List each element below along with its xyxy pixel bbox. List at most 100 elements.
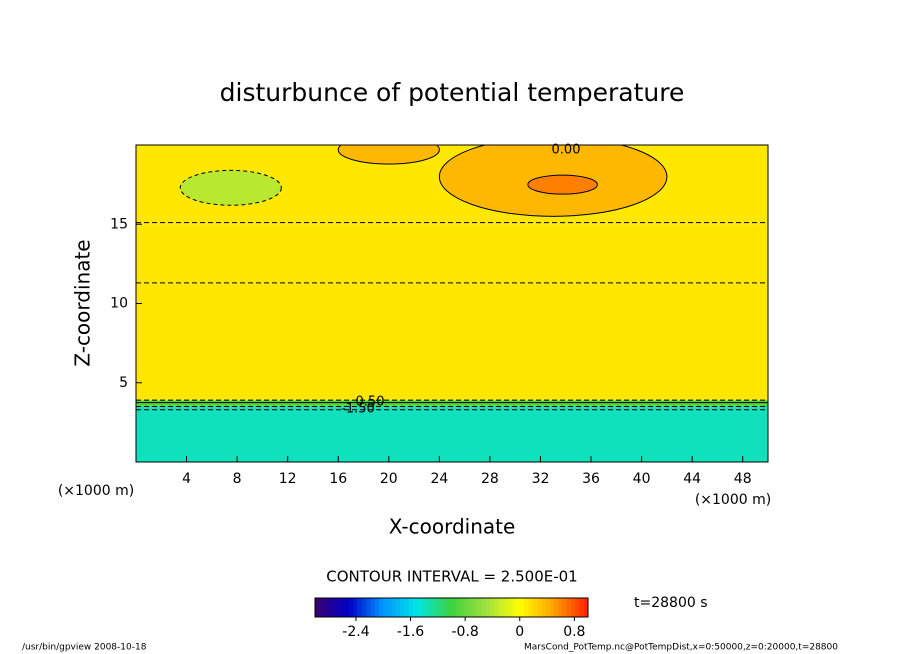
colorbar-cell (349, 598, 354, 617)
x-tick-label: 20 (380, 471, 398, 487)
colorbar-cell (378, 598, 384, 617)
colorbar-cell (472, 598, 478, 617)
colorbar-cell (336, 598, 341, 617)
colorbar-cell (519, 598, 525, 617)
colorbar-cell (374, 598, 380, 617)
chart-title: disturbunce of potential temperature (220, 78, 685, 107)
colorbar-cell (532, 598, 538, 617)
contour-region (136, 400, 768, 407)
colorbar-cell (506, 598, 512, 617)
x-axis-label: X-coordinate (389, 515, 516, 539)
x-tick-label: 24 (430, 471, 448, 487)
colorbar-cell (468, 598, 474, 617)
contour-label: 0.00 (552, 143, 581, 158)
colorbar-cell (344, 598, 350, 617)
colorbar-cell (413, 598, 418, 617)
plot-area (136, 145, 768, 462)
colorbar-cell (327, 598, 333, 617)
x-tick-label: 36 (582, 471, 600, 487)
colorbar-cell (562, 598, 567, 617)
colorbar-cell (477, 598, 482, 617)
x-tick-label: 48 (734, 471, 752, 487)
y-tick-label: 5 (119, 375, 128, 391)
colorbar-cell (524, 598, 529, 617)
colorbar-tick-label: 0 (515, 624, 524, 640)
colorbar-frame (314, 597, 589, 618)
x-tick-label: 44 (683, 471, 701, 487)
contour-region (337, 145, 440, 165)
colorbar-cell (357, 598, 363, 617)
colorbar-cell (451, 598, 457, 617)
x-tick-label: 16 (329, 471, 347, 487)
x-tick-label: 12 (279, 471, 297, 487)
contour-label: 0.50 (356, 395, 385, 410)
colorbar-cell (536, 598, 542, 617)
colorbar-cell (515, 598, 521, 617)
contour-label: -1.50 (341, 402, 375, 417)
colorbar-cell (558, 598, 563, 617)
footer-right: MarsCond_PotTemp.nc@PotTempDist,x=0:5000… (524, 643, 838, 653)
contour-interval: CONTOUR INTERVAL = 2.500E-01 (326, 568, 577, 586)
contour-region (136, 382, 768, 401)
y-tick-label: 10 (110, 296, 128, 312)
contour-region (136, 224, 768, 401)
colorbar-cell (583, 598, 589, 617)
colorbar-cell (404, 598, 410, 617)
colorbar-cell (566, 598, 572, 617)
colorbar-tick-label: -2.4 (342, 624, 369, 640)
x-tick-label: 4 (182, 471, 191, 487)
colorbar-cell (417, 598, 422, 617)
colorbar-cell (460, 598, 465, 617)
y-tick-label: 15 (110, 216, 128, 232)
colorbar-tick-label: -0.8 (451, 624, 478, 640)
colorbar-tick-label: 0.8 (563, 624, 585, 640)
colorbar-cell (366, 598, 371, 617)
colorbar-cell (353, 598, 358, 617)
x-tick-label: 8 (233, 471, 242, 487)
colorbar-cell (575, 598, 580, 617)
colorbar-cell (315, 598, 320, 617)
colorbar-cell (361, 598, 367, 617)
contour-region (136, 406, 768, 462)
colorbar-cell (434, 598, 440, 617)
colorbar-cell (502, 598, 508, 617)
colorbar-cell (494, 598, 499, 617)
colorbar-cell (455, 598, 461, 617)
colorbar-cell (400, 598, 405, 617)
colorbar-cell (481, 598, 486, 617)
colorbar-cell (319, 598, 324, 617)
colorbar-cell (579, 598, 585, 617)
colorbar-cell (498, 598, 503, 617)
contour-region (179, 169, 282, 206)
y-unit-label: (×1000 m) (58, 483, 134, 499)
colorbar-cell (408, 598, 414, 617)
x-unit-label: (×1000 m) (695, 492, 771, 508)
time-label: t=28800 s (634, 595, 708, 611)
colorbar-cell (323, 598, 329, 617)
colorbar-cell (549, 598, 555, 617)
colorbar-cell (438, 598, 444, 617)
x-tick-label: 32 (532, 471, 550, 487)
colorbar-cell (528, 598, 533, 617)
colorbar-cell (430, 598, 435, 617)
y-axis-label: Z-coordinate (71, 239, 95, 366)
colorbar-cell (332, 598, 337, 617)
colorbar-cell (396, 598, 401, 617)
colorbar-cell (387, 598, 393, 617)
colorbar-cell (425, 598, 431, 617)
colorbar-cell (383, 598, 388, 617)
colorbar-cell (391, 598, 397, 617)
colorbar-cell (489, 598, 495, 617)
colorbar-cell (464, 598, 469, 617)
x-tick-label: 40 (633, 471, 651, 487)
colorbar-cell (447, 598, 452, 617)
colorbar-cell (370, 598, 376, 617)
footer-left: /usr/bin/gpview 2008-10-18 (22, 643, 147, 653)
colorbar-cell (340, 598, 346, 617)
contour-region (527, 174, 598, 195)
colorbar-cell (541, 598, 546, 617)
colorbar-cell (545, 598, 550, 617)
x-tick-label: 28 (481, 471, 499, 487)
colorbar-cell (485, 598, 491, 617)
